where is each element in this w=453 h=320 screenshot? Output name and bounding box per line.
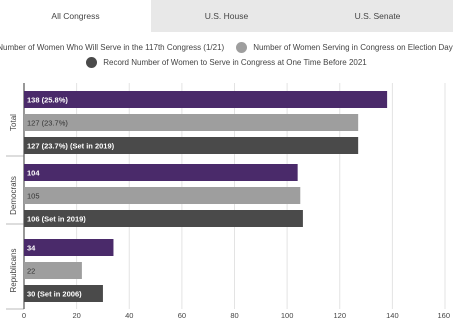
legend-label-record: Record Number of Women to Serve in Congr…	[103, 58, 367, 67]
bar-label-republicans-election-day: 22	[27, 267, 35, 276]
bar-label-democrats-election-day: 105	[27, 192, 40, 201]
x-tick-label-140: 140	[386, 311, 399, 320]
bar-republicans-record	[24, 285, 103, 302]
bar-label-total-election-day: 127 (23.7%)	[27, 119, 68, 128]
bar-label-republicans-117th: 34	[27, 244, 36, 253]
legend-swatch-record	[86, 57, 98, 68]
bar-total-117th	[24, 91, 388, 108]
bar-democrats-117th	[24, 164, 298, 181]
x-tick-label-0: 0	[22, 311, 26, 320]
x-tick-label-20: 20	[72, 311, 80, 320]
bar-label-republicans-record: 30 (Set in 2006)	[27, 290, 82, 299]
tab-bar: All Congress U.S. House U.S. Senate	[0, 0, 453, 32]
x-tick-label-120: 120	[333, 311, 346, 320]
legend-swatch-election-day	[236, 42, 248, 53]
x-tick-label-160: 160	[437, 311, 450, 320]
bar-democrats-election-day	[24, 187, 301, 204]
tab-us-house[interactable]: U.S. House	[204, 11, 249, 21]
bar-republicans-election-day	[24, 262, 82, 279]
bar-total-record	[24, 137, 359, 154]
legend-item-election-day[interactable]: Number of Women Serving in Congress on E…	[236, 42, 453, 53]
legend-item-117th[interactable]: Number of Women Who Will Serve in the 11…	[0, 42, 224, 53]
category-label-total: Total	[9, 114, 18, 131]
x-tick-label-60: 60	[178, 311, 186, 320]
x-tick-label-100: 100	[281, 311, 294, 320]
legend-item-record[interactable]: Record Number of Women to Serve in Congr…	[86, 57, 367, 68]
bar-democrats-record	[24, 210, 303, 227]
bar-total-election-day	[24, 114, 359, 131]
bar-label-total-record: 127 (23.7%) (Set in 2019)	[27, 142, 115, 151]
tab-us-senate[interactable]: U.S. Senate	[354, 11, 401, 21]
tab-all-congress[interactable]: All Congress	[0, 0, 151, 32]
x-tick-label-40: 40	[125, 311, 133, 320]
bar-republicans-117th	[24, 239, 114, 256]
bar-label-total-117th: 138 (25.8%)	[27, 96, 68, 105]
x-tick-label-80: 80	[230, 311, 238, 320]
legend-label-117th: Number of Women Who Will Serve in the 11…	[0, 43, 225, 52]
bar-label-democrats-117th: 104	[27, 169, 40, 178]
legend-label-election-day: Number of Women Serving in Congress on E…	[253, 43, 453, 52]
category-label-democrats: Democrats	[9, 176, 18, 215]
chart-legend: Number of Women Who Will Serve in the 11…	[0, 40, 453, 70]
bar-label-democrats-record: 106 (Set in 2019)	[27, 215, 86, 224]
category-label-republicans: Republicans	[9, 248, 18, 292]
